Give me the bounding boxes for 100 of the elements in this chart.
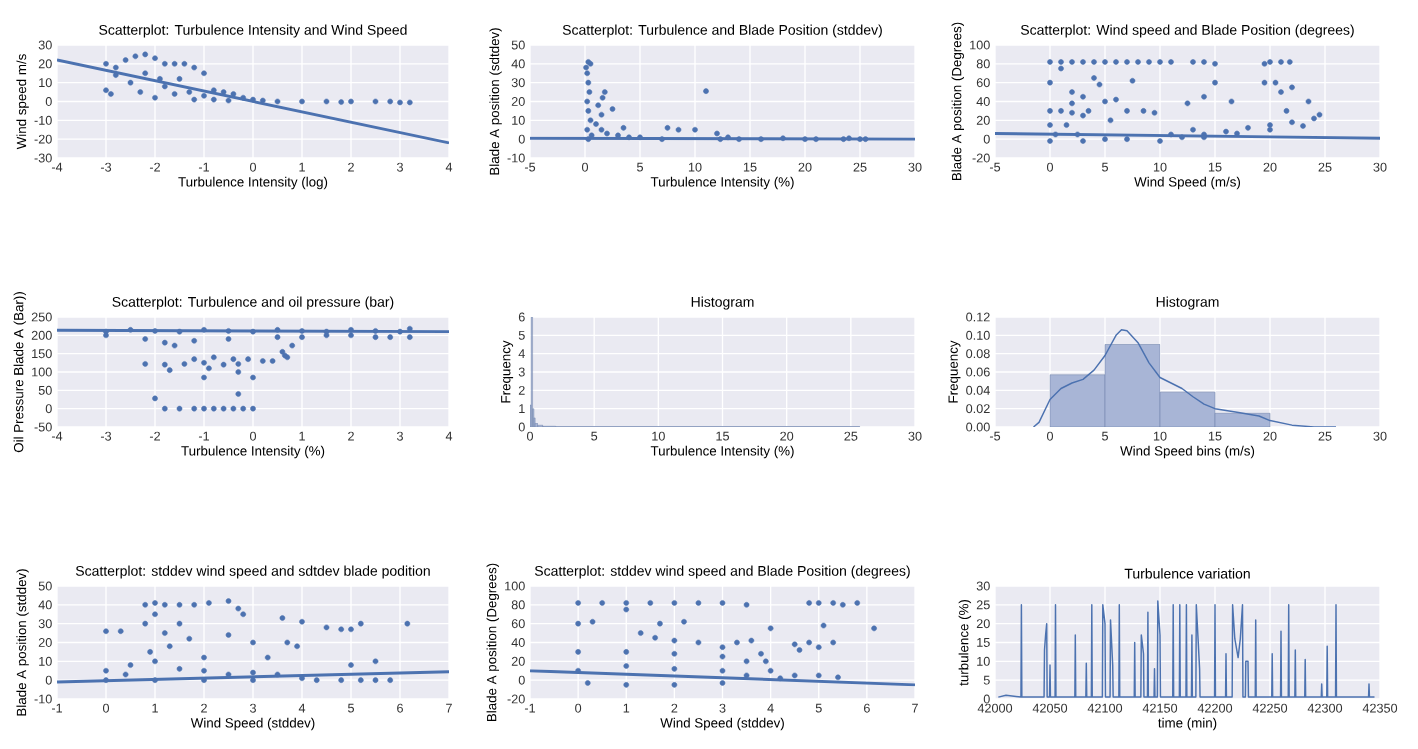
chart-title: Scatterplot: stddev wind speed and Blade Position (degrees) <box>534 565 910 579</box>
y-tick-label: 40 <box>976 97 990 106</box>
x-tick-label: -1 <box>198 431 210 441</box>
chart-title: Scatterplot: stddev wind speed and sdtdev blade podition <box>75 565 430 579</box>
chart-title: Scatterplot: Turbulence and oil pressure (bar) <box>112 296 394 310</box>
y-tick-label: 0.00 <box>966 422 990 432</box>
y-tick-label: 4 <box>518 349 525 359</box>
x-tick-label: 5 <box>591 431 598 441</box>
y-tick-label: 0 <box>983 134 990 144</box>
y-tick-label: 0 <box>518 422 525 432</box>
x-tick-label: 6 <box>864 703 870 713</box>
y-tick-label: -10 <box>507 153 525 163</box>
x-tick-label: 0 <box>1046 431 1054 441</box>
y-axis-title: Blade A position (Degrees) <box>486 563 499 722</box>
y-tick-label: 6 <box>518 312 525 322</box>
x-tick-label: 7 <box>912 703 918 713</box>
y-tick-label: 50 <box>38 581 52 591</box>
y-tick-label: 0.08 <box>966 349 990 359</box>
x-tick-label: 42350 <box>1362 703 1398 713</box>
x-tick-label: 4 <box>445 162 453 172</box>
x-tick-label: 15 <box>716 431 730 441</box>
chart-title: Histogram <box>691 296 754 310</box>
x-tick-label: 0 <box>526 431 534 441</box>
y-tick-label: 100 <box>32 367 52 377</box>
x-tick-label: 42300 <box>1307 703 1343 713</box>
x-tick-label: -4 <box>51 431 63 441</box>
x-tick-label: -1 <box>524 703 536 713</box>
chart-title: Turbulence variation <box>1124 568 1250 579</box>
x-tick-label: 42150 <box>1142 703 1178 713</box>
x-tick-label: 0 <box>249 162 257 172</box>
y-axis-title: turbulence (%) <box>958 599 972 686</box>
x-tick-label: 2 <box>671 703 678 713</box>
y-tick-label: 20 <box>511 97 525 106</box>
y-tick-label: 60 <box>976 78 990 88</box>
y-tick-label: 0 <box>518 134 525 144</box>
x-tick-label: 30 <box>1373 431 1387 441</box>
y-tick-label: 10 <box>39 656 52 666</box>
x-axis-title: Turbulence Intensity (%) <box>181 445 325 459</box>
y-tick-label: 150 <box>32 349 52 359</box>
x-tick-label: -3 <box>100 431 112 441</box>
x-tick-label: 25 <box>853 162 867 172</box>
x-tick-label: -1 <box>51 703 63 713</box>
x-tick-label: 2 <box>348 162 354 172</box>
y-tick-label: 30 <box>38 619 52 629</box>
x-tick-label: 30 <box>908 162 922 172</box>
y-tick-label: 20 <box>976 619 990 629</box>
y-axis-title: Blade A position (sdtdev) <box>489 28 502 175</box>
x-tick-label: 30 <box>908 431 922 441</box>
y-tick-label: 40 <box>511 59 525 69</box>
x-tick-label: 20 <box>798 162 812 172</box>
y-tick-label: 20 <box>38 59 52 69</box>
x-tick-label: 15 <box>1208 162 1222 172</box>
x-tick-label: 0 <box>1046 162 1054 172</box>
x-axis-title: time (min) <box>1158 717 1217 731</box>
x-tick-label: 25 <box>844 431 858 441</box>
y-tick-label: 40 <box>38 600 52 610</box>
x-tick-label: 1 <box>152 703 158 713</box>
y-tick-label: 5 <box>983 675 990 685</box>
y-tick-label: 50 <box>511 40 525 50</box>
x-tick-label: -4 <box>51 162 63 172</box>
chart-title: Histogram <box>1156 296 1219 310</box>
x-tick-label: 1 <box>299 162 305 172</box>
x-tick-label: 0 <box>249 431 257 441</box>
x-tick-label: 3 <box>396 162 403 172</box>
y-tick-label: -20 <box>972 153 990 163</box>
x-tick-label: 1 <box>299 431 305 441</box>
y-tick-label: 20 <box>38 638 52 647</box>
y-axis-title: Frequency <box>501 340 514 403</box>
y-tick-label: 0 <box>518 675 525 685</box>
x-tick-label: 0 <box>102 703 110 713</box>
x-tick-label: 5 <box>815 703 822 713</box>
y-tick-label: 0.06 <box>966 367 990 377</box>
y-tick-label: 15 <box>977 638 990 647</box>
x-axis-title: Turbulence Intensity (log) <box>178 176 328 190</box>
y-tick-label: 0 <box>45 404 52 414</box>
chart-title: Scatterplot: Turbulence Intensity and Wind Speed <box>99 24 407 38</box>
x-tick-label: -3 <box>100 162 112 172</box>
x-tick-label: 4 <box>298 703 306 713</box>
x-tick-label: 42100 <box>1087 703 1123 713</box>
y-tick-label: 0 <box>45 675 52 685</box>
y-tick-label: 20 <box>511 656 525 666</box>
y-tick-label: 0.12 <box>966 312 990 322</box>
y-tick-label: -10 <box>34 694 52 704</box>
x-tick-label: 20 <box>1263 431 1277 441</box>
x-tick-label: 25 <box>1318 431 1332 441</box>
y-tick-label: 40 <box>511 638 525 647</box>
x-axis-title: Turbulence Intensity (%) <box>650 445 794 459</box>
y-tick-label: 80 <box>976 59 990 69</box>
y-tick-label: 0.02 <box>966 404 990 414</box>
y-tick-label: -20 <box>34 134 52 144</box>
x-tick-label: 1 <box>623 703 630 713</box>
x-tick-label: 7 <box>446 703 452 713</box>
x-tick-label: 5 <box>347 703 354 713</box>
y-tick-label: 0.04 <box>966 385 990 395</box>
x-tick-label: 2 <box>348 431 354 441</box>
x-tick-label: 2 <box>201 703 207 713</box>
x-tick-label: 5 <box>1101 431 1109 441</box>
y-axis-title: Blade A position (stddev) <box>16 569 29 716</box>
x-axis-title: Wind Speed (stddev) <box>190 717 315 731</box>
y-axis-title: Oil Pressure Blade A (Bar)) <box>13 292 27 453</box>
